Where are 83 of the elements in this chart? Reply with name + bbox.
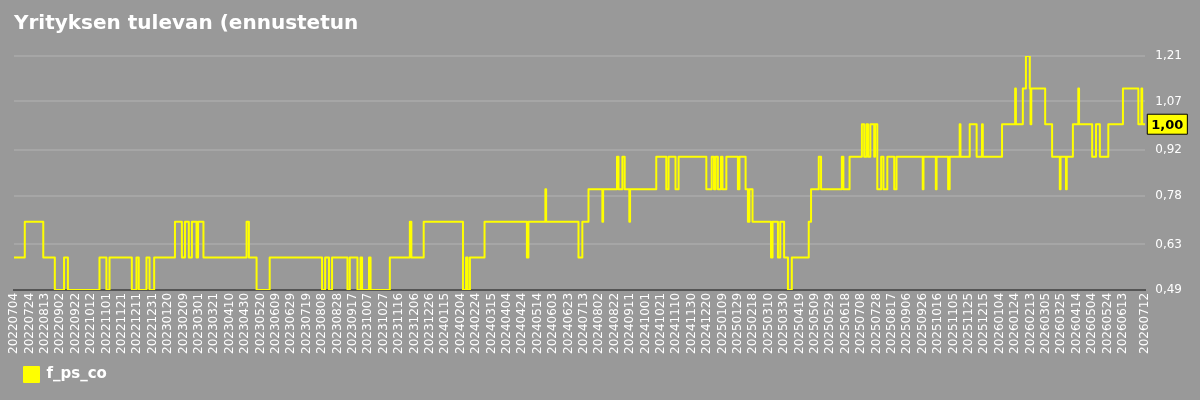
x-tick-label: 20221121	[113, 292, 128, 354]
chart-title: Yrityksen tulevan (ennustetun	[13, 10, 359, 35]
x-tick-label: 20240713	[576, 292, 590, 354]
x-tick-label: 20260305	[1038, 292, 1053, 354]
x-tick-label: 20250310	[760, 292, 775, 354]
x-tick-label: 20220724	[21, 292, 36, 354]
x-tick-label: 20230520	[252, 292, 267, 354]
y-tick-label: 0,49	[1155, 282, 1182, 297]
x-tick-label: 20220902	[52, 292, 67, 354]
x-tick-label: 20221012	[83, 292, 98, 354]
x-tick-label: 20241021	[653, 292, 668, 354]
x-tick-label: 20260712	[1137, 292, 1152, 354]
x-tick-label: 20250728	[868, 292, 883, 354]
x-tick-label: 20221211	[129, 292, 144, 354]
x-tick-label: 20251105	[945, 292, 960, 354]
x-tick-label: 20230917	[344, 292, 359, 354]
x-tick-label: 20230828	[329, 292, 344, 354]
x-tick-label: 20250817	[884, 292, 899, 354]
x-tick-label: 20231027	[375, 292, 390, 354]
x-tick-label: 20250926	[914, 292, 929, 354]
x-tick-label: 20230120	[160, 292, 175, 354]
x-tick-label: 20220704	[6, 292, 21, 354]
x-tick-label: 20251125	[961, 292, 976, 354]
x-tick-label: 20240204	[452, 292, 467, 354]
x-tick-label: 20230808	[314, 292, 329, 354]
x-tick-label: 20250509	[807, 292, 822, 354]
x-tick-label: 20241220	[699, 292, 714, 354]
x-tick-label: 20250906	[899, 292, 914, 354]
x-tick-label: 20220813	[36, 292, 51, 354]
x-tick-label: 20260213	[1022, 292, 1037, 354]
x-tick-label: 20240911	[622, 292, 637, 354]
x-tick-label: 20240623	[560, 292, 575, 354]
x-tick-label: 20221231	[144, 292, 159, 354]
x-tick-label: 20260104	[991, 292, 1006, 354]
y-tick-label: 1,07	[1155, 93, 1182, 108]
x-tick-label: 20250618	[837, 292, 852, 354]
x-tick-label: 20260124	[1007, 292, 1022, 354]
x-tick-label: 20250330	[776, 292, 791, 354]
x-tick-label: 20230301	[190, 292, 205, 354]
x-tick-label: 20231226	[421, 292, 436, 354]
x-tick-label: 20241130	[683, 292, 698, 354]
legend-label: f_ps_co	[46, 364, 107, 383]
annotation: 1,00	[1151, 116, 1184, 132]
x-tick-label: 20230609	[267, 292, 282, 354]
x-tick-label: 20221101	[98, 292, 113, 354]
x-tick-label: 20240424	[514, 292, 529, 354]
x-tick-label: 20240315	[483, 292, 498, 354]
x-tick-label: 20260524	[1099, 292, 1114, 354]
x-tick-label: 20240514	[529, 292, 544, 354]
x-tick-label: 20220922	[67, 292, 82, 354]
x-tick-label: 20240224	[468, 292, 483, 354]
x-tick-label: 20260613	[1115, 292, 1130, 354]
x-tick-label: 20240603	[545, 292, 560, 354]
x-tick-label: 20241001	[637, 292, 652, 354]
x-tick-label: 20231116	[391, 292, 406, 354]
x-tick-label: 20230430	[237, 292, 252, 354]
x-tick-label: 20250109	[714, 292, 729, 354]
x-tick-label: 20251215	[976, 292, 991, 354]
y-tick-label: 0,92	[1155, 142, 1182, 157]
x-tick-label: 20240115	[437, 292, 452, 354]
y-tick-label: 0,63	[1155, 236, 1182, 251]
x-tick-label: 20250708	[853, 292, 868, 354]
x-tick-label: 20240802	[591, 292, 606, 354]
x-tick-label: 20230719	[298, 292, 313, 354]
x-tick-label: 20250218	[745, 292, 760, 354]
x-tick-label: 20240822	[606, 292, 621, 354]
x-tick-label: 20250129	[730, 292, 745, 354]
x-tick-label: 20260325	[1053, 292, 1068, 354]
x-tick-label: 20250529	[822, 292, 837, 354]
x-tick-label: 20241110	[668, 292, 683, 354]
x-tick-label: 20231007	[360, 292, 375, 354]
x-tick-label: 20230209	[175, 292, 190, 354]
x-tick-label: 20230629	[283, 292, 298, 354]
x-tick-label: 20251016	[930, 292, 945, 354]
x-tick-label: 20240404	[498, 292, 513, 354]
x-tick-label: 20230410	[221, 292, 236, 354]
x-tick-label: 20250419	[791, 292, 806, 354]
y-tick-label: 1,21	[1155, 48, 1182, 63]
y-tick-label: 0,78	[1155, 187, 1182, 202]
x-tick-label: 20230321	[206, 292, 221, 354]
x-tick-label: 20260414	[1068, 292, 1083, 354]
x-tick-label: 20231206	[406, 292, 421, 354]
x-tick-label: 20260504	[1084, 292, 1099, 354]
